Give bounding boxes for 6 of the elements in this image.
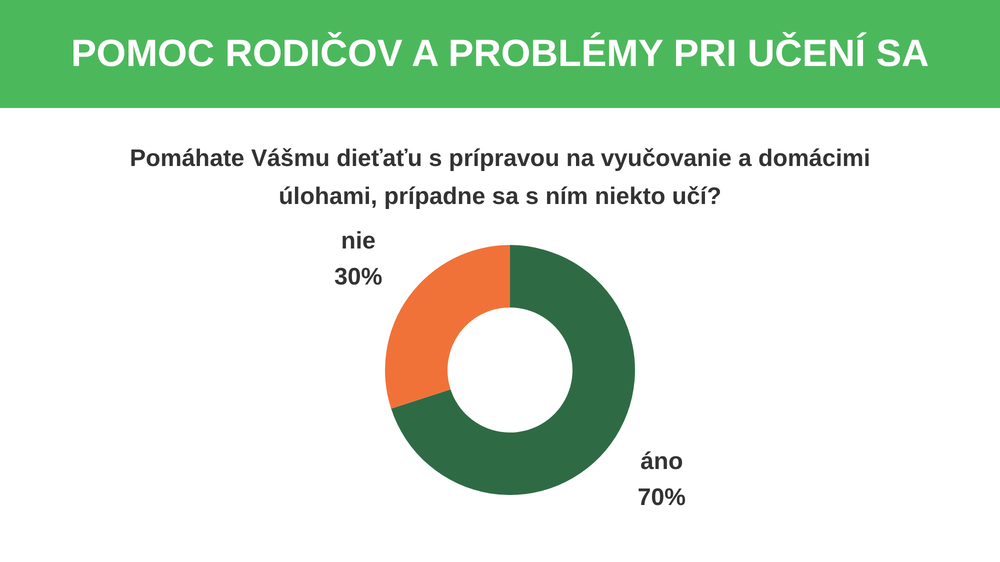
chart-title: POMOC RODIČOV A PROBLÉMY PRI UČENÍ SA	[71, 32, 929, 76]
slice-label: nie	[340, 227, 376, 254]
data-label: 30%	[334, 263, 382, 290]
data-label: 70%	[638, 484, 686, 511]
slice-label: áno	[640, 448, 684, 475]
chart-subtitle: Pomáhate Vášmu dieťaťu s prípravou na vyučovanie a domácimi úlohami, prípadne sa s ním niekto učí?	[128, 144, 872, 212]
